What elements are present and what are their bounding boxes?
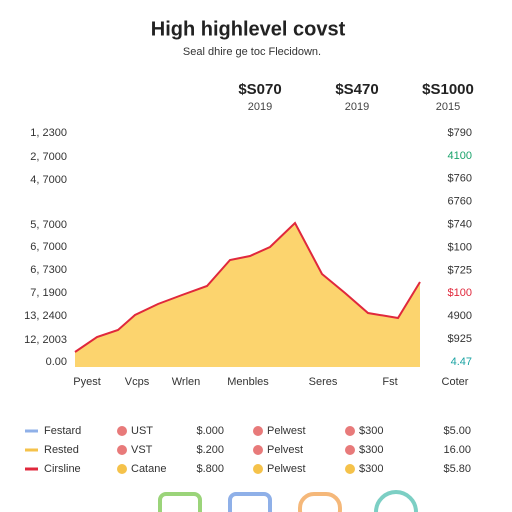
legend-d: $300: [359, 425, 383, 437]
legend-c: Pelvest: [267, 444, 303, 456]
stat-year: 2015: [436, 101, 460, 113]
legend-dot: [117, 464, 127, 474]
stat-year: 2019: [345, 101, 369, 113]
left-label: 4, 7000: [30, 174, 67, 186]
legend-name: Festard: [44, 425, 81, 437]
subtitle: Seal dhire ge toc Flecidown.: [183, 46, 321, 58]
x-label: Fst: [382, 376, 397, 388]
legend-d: $300: [359, 463, 383, 475]
right-label: $740: [448, 219, 472, 231]
legend-c: Pelwest: [267, 463, 306, 475]
legend-name: Cirsline: [44, 463, 81, 475]
left-label: 13, 2400: [24, 310, 67, 322]
x-label: Menbles: [227, 376, 269, 388]
right-label: $790: [448, 127, 472, 139]
left-label: 6, 7300: [30, 264, 67, 276]
legend-dot: [345, 445, 355, 455]
x-label: Wrlen: [172, 376, 201, 388]
right-label: 6760: [448, 196, 472, 208]
legend-d: $300: [359, 444, 383, 456]
stat-value: $S470: [335, 81, 378, 98]
legend-dot: [117, 445, 127, 455]
area-line: [74, 221, 421, 353]
legend-dot: [117, 426, 127, 436]
right-label: $100: [448, 287, 472, 299]
left-label: 12, 2003: [24, 334, 67, 346]
legend-dot: [345, 464, 355, 474]
legend-dot: [253, 464, 263, 474]
legend-c: Pelwest: [267, 425, 306, 437]
title: High highlevel covst: [151, 18, 346, 40]
right-label: 4900: [448, 310, 472, 322]
right-label: $760: [448, 173, 472, 185]
right-label: 4100: [448, 150, 472, 162]
legend-e: 16.00: [443, 444, 471, 456]
right-label: $925: [448, 333, 472, 345]
right-label: $100: [448, 241, 472, 253]
x-label: Seres: [309, 376, 338, 388]
legend-a: UST: [131, 425, 153, 437]
x-label: Vcps: [125, 376, 150, 388]
legend-dot: [253, 426, 263, 436]
legend-a: VST: [131, 444, 153, 456]
left-label: 0.00: [46, 356, 67, 368]
legend-dot: [345, 426, 355, 436]
legend-b: $.800: [196, 463, 224, 475]
stat-value: $S1000: [422, 81, 474, 98]
legend-a: Catane: [131, 463, 166, 475]
legend-b: $.000: [196, 425, 224, 437]
right-label: $725: [448, 264, 472, 276]
icons: [158, 490, 418, 512]
stat-year: 2019: [248, 101, 272, 113]
x-label: Coter: [442, 376, 469, 388]
legend-e: $5.00: [443, 425, 471, 437]
left-label: 6, 7000: [30, 241, 67, 253]
right-label: 4.47: [451, 356, 472, 368]
left-label: 5, 7000: [30, 219, 67, 231]
legend-e: $5.80: [443, 463, 471, 475]
left-label: 2, 7000: [30, 151, 67, 163]
left-label: 1, 2300: [30, 127, 67, 139]
area: [75, 223, 420, 367]
legend-dot: [253, 445, 263, 455]
legend-name: Rested: [44, 444, 79, 456]
stat-value: $S070: [238, 81, 281, 98]
left-label: 7, 1900: [30, 287, 67, 299]
legend-b: $.200: [196, 444, 224, 456]
x-label: Pyest: [73, 376, 101, 388]
